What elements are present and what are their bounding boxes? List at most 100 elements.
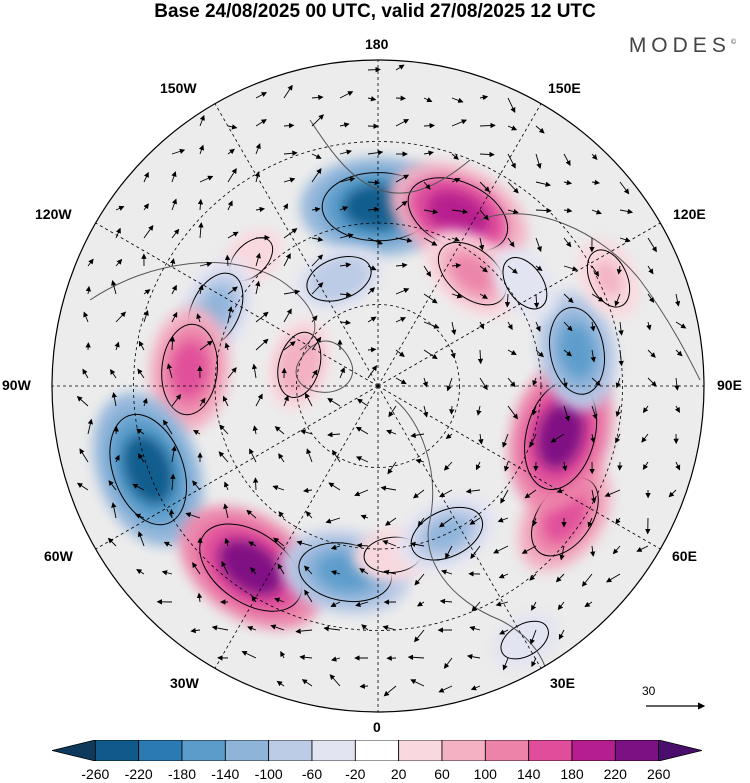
wind-arrow bbox=[507, 97, 516, 114]
wind-arrow bbox=[507, 265, 518, 274]
wind-arrow bbox=[395, 262, 408, 269]
wind-arrow bbox=[475, 461, 481, 471]
wind-arrow bbox=[533, 293, 540, 309]
wind-arrow bbox=[249, 448, 257, 463]
anomaly-blob bbox=[559, 323, 595, 379]
wind-arrow bbox=[563, 265, 578, 272]
wind-arrow bbox=[227, 124, 238, 130]
wind-arrow bbox=[441, 569, 453, 575]
streamline-contour bbox=[502, 257, 548, 310]
wind-arrow bbox=[79, 448, 89, 463]
wind-arrow bbox=[224, 537, 230, 547]
wind-arrow bbox=[395, 95, 406, 101]
wind-arrow bbox=[386, 429, 397, 435]
wind-arrow bbox=[211, 625, 229, 631]
lon-label-60e: 60E bbox=[672, 548, 697, 564]
wind-arrow bbox=[647, 293, 655, 304]
colorbar-tick-label: 220 bbox=[603, 766, 627, 782]
wind-arrow bbox=[591, 209, 602, 215]
wind-arrow bbox=[416, 601, 425, 607]
wind-arrow bbox=[674, 405, 680, 413]
map-border bbox=[51, 59, 705, 713]
meridian-line bbox=[377, 222, 661, 387]
wind-arrow bbox=[535, 237, 542, 253]
streamline-contour bbox=[161, 323, 218, 416]
wind-arrow bbox=[143, 224, 154, 239]
wind-arrow bbox=[255, 252, 261, 267]
wind-arrow bbox=[356, 398, 369, 407]
wind-arrow bbox=[642, 461, 649, 470]
wind-arrow bbox=[76, 395, 89, 407]
wind-arrow bbox=[395, 288, 410, 295]
wind-arrow bbox=[619, 237, 631, 243]
wind-arrow bbox=[439, 489, 453, 498]
lon-label-30w: 30W bbox=[170, 675, 199, 691]
anomaly-blob bbox=[450, 253, 494, 294]
wind-arrow bbox=[339, 122, 350, 128]
wind-arrow bbox=[451, 262, 462, 269]
meridian-line bbox=[377, 103, 542, 387]
wind-arrow bbox=[274, 426, 285, 435]
wind-arrow bbox=[451, 119, 468, 127]
wind-arrow bbox=[495, 601, 509, 607]
wind-arrow bbox=[563, 405, 570, 422]
colorbar-swatch bbox=[181, 740, 226, 761]
wind-arrow bbox=[360, 514, 369, 520]
wind-arrow bbox=[359, 683, 369, 689]
wind-arrow bbox=[199, 397, 206, 407]
wind-arrow bbox=[255, 143, 261, 155]
colorbar bbox=[52, 740, 702, 761]
wind-arrow bbox=[304, 589, 313, 603]
wind-arrow bbox=[166, 363, 173, 379]
wind-arrow bbox=[115, 205, 125, 211]
wind-arrow bbox=[221, 560, 229, 575]
wind-arrow bbox=[283, 289, 301, 295]
anomaly-blob bbox=[171, 341, 208, 398]
wind-arrow bbox=[449, 405, 455, 415]
wind-arrow bbox=[251, 363, 258, 379]
colorbar-swatch bbox=[398, 740, 443, 761]
wind-arrow bbox=[616, 265, 623, 275]
wind-arrow bbox=[219, 424, 229, 435]
colorbar-swatch bbox=[658, 740, 702, 761]
wind-arrow bbox=[410, 432, 425, 438]
wind-arrow bbox=[367, 96, 377, 102]
wind-arrow bbox=[359, 568, 369, 575]
wind-arrow bbox=[356, 542, 369, 549]
wind-arrow bbox=[305, 392, 313, 407]
wind-arrow bbox=[227, 306, 233, 323]
colorbar-tick-label: 140 bbox=[517, 766, 541, 782]
wind-arrow bbox=[557, 601, 565, 611]
wind-arrow bbox=[196, 313, 202, 323]
wind-arrow bbox=[170, 473, 176, 491]
wind-arrow bbox=[587, 517, 593, 528]
wind-arrow bbox=[562, 377, 568, 389]
colorbar-tick-label: 100 bbox=[473, 766, 497, 782]
colorbar-swatch bbox=[614, 740, 660, 761]
wind-arrow bbox=[273, 537, 285, 547]
colorbar-ticks: -260 -220 -180 -140 -100 -60 -20 20 60 100 140 180 2… bbox=[52, 766, 702, 782]
wind-arrow bbox=[562, 461, 568, 472]
wind-arrow bbox=[493, 545, 509, 554]
colorbar-tick-label: 260 bbox=[647, 766, 671, 782]
lon-label-30e: 30E bbox=[550, 675, 575, 691]
wind-arrow bbox=[507, 125, 518, 131]
wind-arrow bbox=[604, 489, 621, 497]
wind-arrow bbox=[615, 405, 621, 417]
wind-arrow bbox=[591, 293, 604, 302]
wind-arrow bbox=[250, 567, 257, 575]
wind-arrow bbox=[143, 203, 149, 211]
wind-arrow bbox=[412, 489, 425, 499]
wind-arrow bbox=[479, 265, 488, 273]
wind-arrow bbox=[115, 311, 127, 323]
wind-arrow bbox=[507, 405, 519, 420]
colorbar-swatch bbox=[311, 740, 356, 761]
wind-arrow bbox=[295, 628, 313, 634]
wind-arrow bbox=[438, 685, 453, 693]
wind-arrow bbox=[171, 445, 177, 463]
wind-arrow bbox=[311, 254, 324, 267]
wind-arrow bbox=[380, 485, 397, 491]
wind-arrow bbox=[367, 179, 381, 186]
wind-arrow bbox=[134, 513, 145, 519]
colorbar-swatch bbox=[484, 740, 530, 761]
